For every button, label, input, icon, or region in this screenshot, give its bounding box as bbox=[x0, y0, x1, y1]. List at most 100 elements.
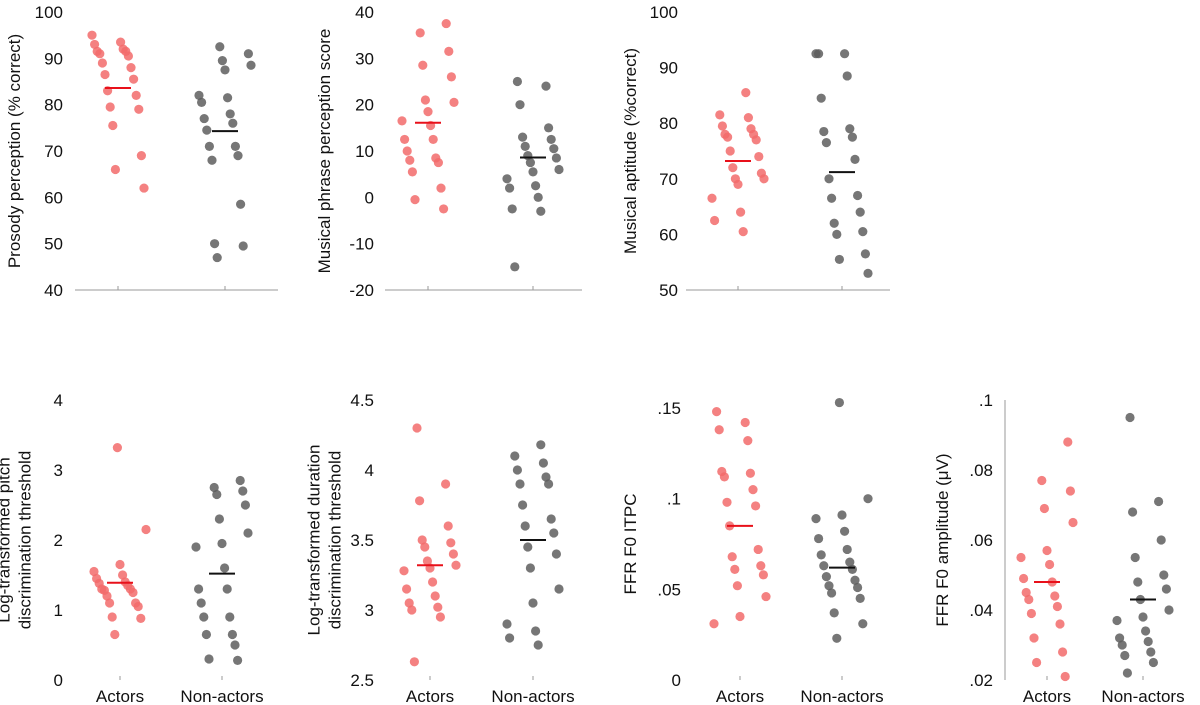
non-actor-point bbox=[821, 572, 832, 582]
non-actor-point bbox=[536, 206, 546, 216]
non-actor-point bbox=[824, 581, 834, 591]
actor-point bbox=[439, 204, 449, 214]
non-actor-point bbox=[227, 629, 237, 640]
x-category-label: Non-actors bbox=[800, 687, 883, 705]
y-tick-label: 80 bbox=[44, 96, 63, 115]
y-tick-label: 20 bbox=[355, 96, 374, 115]
actor-point bbox=[89, 566, 99, 577]
non-actor-point bbox=[233, 655, 243, 666]
y-tick-label: 90 bbox=[44, 49, 63, 68]
non-actor-point bbox=[554, 584, 564, 594]
actor-point bbox=[410, 195, 420, 205]
non-actor-point bbox=[525, 157, 536, 168]
actor-point bbox=[1058, 647, 1068, 657]
non-actor-point bbox=[1156, 535, 1166, 545]
non-actor-point bbox=[1161, 584, 1171, 594]
actor-point bbox=[758, 570, 769, 580]
non-actor-point bbox=[1125, 412, 1135, 423]
non-actor-point bbox=[230, 640, 240, 650]
actor-point bbox=[100, 69, 110, 80]
y-axis-label: Log-transformed duration bbox=[305, 445, 324, 636]
non-actor-point bbox=[217, 538, 227, 549]
non-actor-point bbox=[222, 584, 232, 594]
non-actor-point bbox=[845, 124, 855, 134]
non-actor-point bbox=[858, 619, 868, 629]
non-actor-point bbox=[210, 239, 220, 249]
non-actor-point bbox=[507, 204, 517, 214]
non-actor-point bbox=[551, 153, 562, 163]
y-tick-label: -10 bbox=[349, 235, 374, 254]
actor-point bbox=[754, 151, 764, 162]
actor-point bbox=[1052, 601, 1062, 612]
non-actor-point bbox=[525, 563, 536, 573]
y-tick-label: 3.5 bbox=[350, 531, 374, 550]
actor-point bbox=[1021, 587, 1031, 598]
y-tick-label: 2 bbox=[54, 531, 63, 550]
y-tick-label: 0 bbox=[365, 188, 374, 207]
non-actor-point bbox=[554, 164, 564, 175]
actor-point bbox=[409, 657, 419, 667]
actor-point bbox=[399, 566, 409, 576]
non-actor-point bbox=[215, 42, 225, 52]
actor-point bbox=[436, 183, 446, 193]
actor-point bbox=[444, 46, 454, 56]
y-tick-label: .08 bbox=[969, 461, 993, 480]
non-actor-point bbox=[531, 626, 541, 636]
actor-point bbox=[420, 95, 430, 105]
actor-point bbox=[1045, 559, 1055, 570]
non-actor-point bbox=[238, 486, 248, 496]
actor-point bbox=[748, 485, 758, 495]
non-actor-point bbox=[207, 155, 217, 165]
actor-point bbox=[110, 164, 120, 175]
non-actor-point bbox=[863, 494, 873, 504]
actor-point bbox=[1065, 486, 1075, 496]
y-tick-label: 4 bbox=[54, 391, 63, 410]
non-actor-point bbox=[549, 528, 559, 538]
non-actor-point bbox=[832, 633, 842, 643]
actor-point bbox=[1060, 671, 1070, 682]
non-actor-point bbox=[502, 174, 512, 184]
y-tick-label: .1 bbox=[667, 490, 681, 509]
actor-point bbox=[105, 102, 115, 112]
actor-point bbox=[430, 591, 440, 601]
actor-point bbox=[417, 535, 427, 545]
actor-point bbox=[446, 72, 456, 82]
actor-point bbox=[717, 121, 728, 131]
actor-point bbox=[449, 97, 459, 107]
non-actor-point bbox=[209, 482, 219, 493]
actor-point bbox=[412, 423, 422, 433]
actor-point bbox=[743, 436, 753, 446]
non-actor-point bbox=[512, 76, 523, 87]
actor-point bbox=[126, 63, 136, 73]
actor-point bbox=[118, 570, 128, 580]
actor-point bbox=[139, 183, 149, 193]
non-actor-point bbox=[546, 134, 556, 145]
y-tick-label: 30 bbox=[355, 49, 374, 68]
actor-point bbox=[433, 157, 443, 168]
non-actor-point bbox=[1164, 605, 1174, 615]
y-axis-label: discrimination threshold bbox=[16, 451, 35, 630]
non-actor-point bbox=[523, 542, 533, 552]
actor-point bbox=[753, 544, 763, 555]
actor-point bbox=[712, 407, 722, 417]
non-actor-point bbox=[538, 458, 549, 468]
non-actor-point bbox=[243, 528, 253, 538]
actor-point bbox=[730, 564, 740, 574]
y-tick-label: 80 bbox=[659, 114, 678, 133]
non-actor-point bbox=[214, 514, 224, 524]
chart-panel-6: 0 .05 .1 .15 FFR F0 ITPC Actors Non-actors bbox=[621, 397, 884, 705]
actor-point bbox=[1026, 608, 1036, 619]
non-actor-point bbox=[1141, 626, 1151, 636]
non-actor-point bbox=[541, 81, 551, 91]
actor-point bbox=[738, 227, 748, 237]
y-tick-label: 3 bbox=[365, 601, 374, 620]
non-actor-point bbox=[847, 132, 858, 142]
chart-panel-4: 0 1 2 3 4 Log-transformed pitch discrimination… bbox=[0, 391, 264, 705]
y-tick-label: 90 bbox=[659, 59, 678, 78]
y-axis-label: Musical aptitude (%correct) bbox=[621, 48, 640, 254]
non-actor-point bbox=[520, 141, 530, 151]
non-actor-point bbox=[827, 193, 837, 203]
actor-point bbox=[108, 120, 118, 131]
y-tick-label: 100 bbox=[650, 3, 678, 22]
non-actor-point bbox=[549, 144, 559, 154]
